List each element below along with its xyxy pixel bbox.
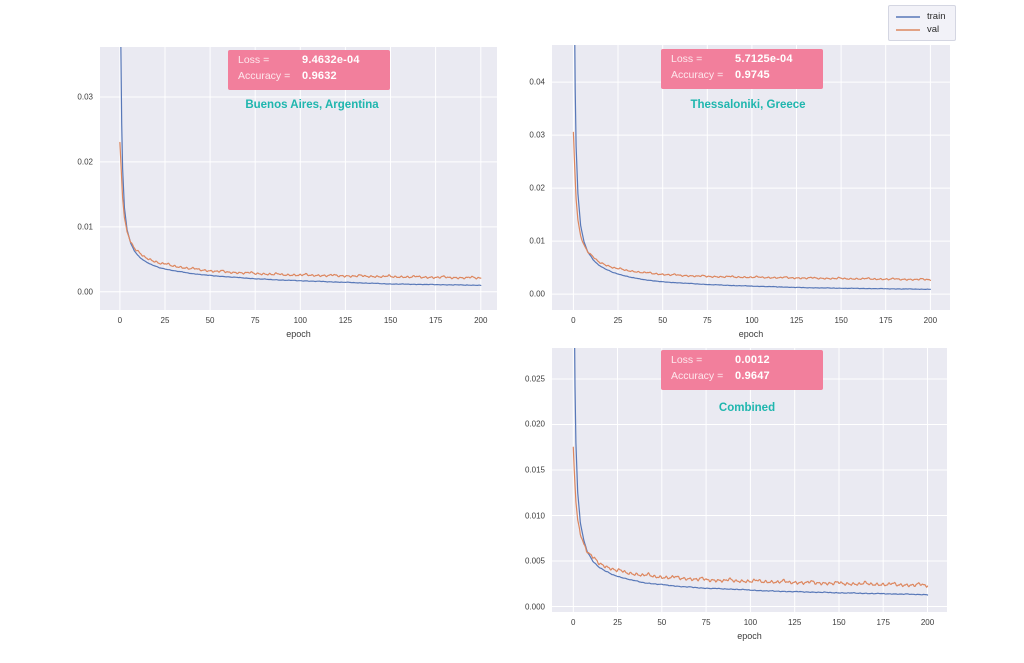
x-axis-tick-label: 50 (205, 316, 215, 325)
legend-label-val: val (927, 24, 940, 35)
x-axis-tick-label: 75 (702, 316, 712, 325)
x-axis-tick-label: 75 (250, 316, 260, 325)
x-axis-tick-label: 25 (160, 316, 170, 325)
x-axis-tick-label: 125 (338, 316, 353, 325)
y-axis-tick-label: 0.005 (524, 556, 545, 566)
x-axis-tick-label: 25 (613, 316, 623, 325)
x-axis-label: epoch (737, 631, 762, 641)
y-axis-tick-label: 0.020 (524, 419, 545, 429)
legend-item-val: val (895, 23, 949, 36)
x-axis-tick-label: 125 (787, 618, 802, 627)
x-axis-tick-label: 175 (876, 618, 890, 627)
x-axis-tick-label: 0 (571, 618, 576, 627)
legend: train val (888, 5, 956, 41)
y-axis-tick-label: 0.03 (77, 92, 93, 102)
x-axis-label: epoch (286, 329, 311, 339)
x-axis-tick-label: 50 (657, 618, 667, 627)
y-axis-tick-label: 0.03 (529, 130, 545, 140)
x-axis-tick-label: 50 (658, 316, 668, 325)
plot-area (100, 47, 497, 310)
chart-combined: Loss = 0.0012 Accuracy = 0.9647 Combined… (525, 348, 947, 641)
accuracy-label: Accuracy = (671, 370, 724, 382)
accuracy-value: 0.9745 (735, 69, 770, 81)
accuracy-row: Accuracy = 0.9632 (238, 70, 380, 86)
loss-row: Loss = 5.7125e-04 (671, 53, 813, 69)
x-axis-tick-label: 125 (789, 316, 804, 325)
y-axis-tick-label: 0.04 (529, 77, 545, 87)
x-axis-label: epoch (738, 329, 764, 339)
x-axis-tick-label: 200 (920, 618, 935, 627)
val-line-sample-icon (896, 28, 920, 31)
train-line-sample-icon (896, 15, 920, 18)
y-axis-tick-label: 0.015 (524, 465, 545, 475)
accuracy-row: Accuracy = 0.9745 (671, 69, 813, 85)
x-axis-tick-label: 0 (117, 316, 123, 325)
chart-title: Buenos Aires, Argentina (245, 99, 379, 111)
loss-value: 9.4632e-04 (302, 54, 360, 66)
metrics-annotation: Loss = 5.7125e-04 Accuracy = 0.9745 (661, 49, 823, 89)
x-axis-tick-label: 200 (474, 316, 488, 325)
loss-label: Loss = (238, 54, 270, 66)
legend-item-train: train (895, 10, 949, 23)
plot-area (552, 348, 947, 612)
x-axis-tick-label: 100 (745, 316, 759, 325)
x-axis-tick-label: 150 (383, 316, 398, 325)
x-axis-tick-label: 175 (879, 316, 893, 325)
x-axis-tick-label: 25 (613, 618, 622, 627)
loss-value: 0.0012 (735, 354, 770, 366)
chart-title: Combined (718, 402, 776, 414)
y-axis-tick-label: 0.025 (524, 374, 545, 384)
x-axis-tick-label: 100 (743, 618, 758, 627)
loss-label: Loss = (671, 354, 703, 366)
chart-thessaloniki: Loss = 5.7125e-04 Accuracy = 0.9745 Thes… (529, 45, 950, 339)
accuracy-value: 0.9632 (302, 70, 337, 82)
y-axis-tick-label: 0.000 (524, 602, 545, 612)
x-axis-tick-label: 175 (428, 316, 443, 325)
accuracy-label: Accuracy = (671, 69, 724, 81)
x-axis-tick-label: 150 (834, 316, 848, 325)
plot-area (552, 45, 950, 310)
y-axis-tick-label: 0.00 (77, 287, 93, 297)
metrics-annotation: Loss = 9.4632e-04 Accuracy = 0.9632 (228, 50, 390, 90)
chart-title: Thessaloniki, Greece (690, 99, 806, 111)
legend-label-train: train (927, 11, 946, 22)
y-axis-tick-label: 0.01 (77, 222, 93, 232)
chart-buenos-aires: Loss = 9.4632e-04 Accuracy = 0.9632 Buen… (77, 47, 497, 339)
loss-value: 5.7125e-04 (735, 53, 793, 65)
loss-row: Loss = 9.4632e-04 (238, 54, 380, 70)
loss-label: Loss = (671, 53, 703, 65)
x-axis-tick-label: 0 (571, 316, 576, 325)
accuracy-value: 0.9647 (735, 370, 770, 382)
metrics-annotation: Loss = 0.0012 Accuracy = 0.9647 (661, 350, 823, 390)
x-axis-tick-label: 75 (701, 618, 711, 627)
y-axis-tick-label: 0.00 (529, 289, 545, 299)
y-axis-tick-label: 0.01 (529, 236, 545, 246)
x-axis-tick-label: 200 (923, 316, 938, 325)
y-axis-tick-label: 0.02 (77, 157, 93, 167)
y-axis-tick-label: 0.010 (524, 511, 545, 520)
x-axis-tick-label: 150 (832, 618, 846, 627)
accuracy-label: Accuracy = (238, 70, 291, 82)
y-axis-tick-label: 0.02 (529, 183, 545, 193)
accuracy-row: Accuracy = 0.9647 (671, 370, 813, 386)
x-axis-tick-label: 100 (293, 316, 307, 325)
loss-row: Loss = 0.0012 (671, 354, 813, 370)
